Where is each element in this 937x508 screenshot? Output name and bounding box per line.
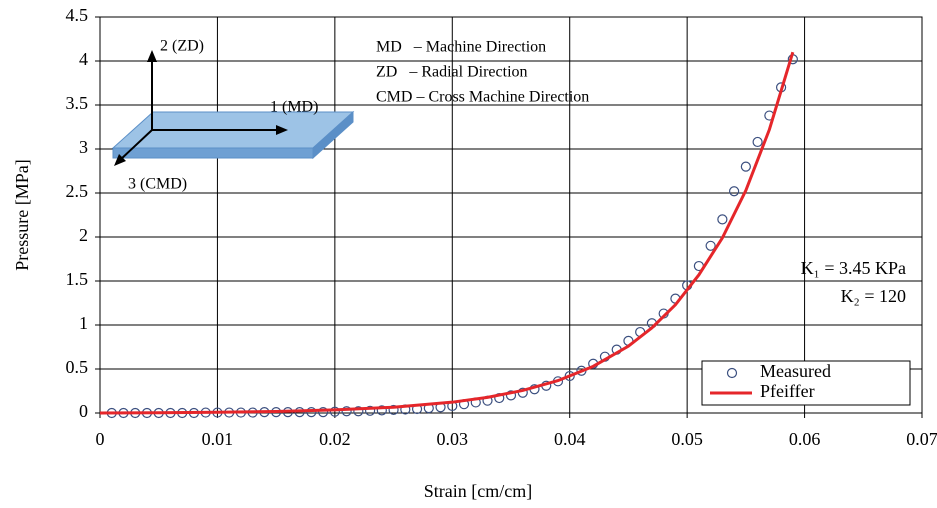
axis-diagram [111, 50, 355, 166]
annotation: MD – Machine Direction [376, 39, 546, 56]
data-point [740, 161, 751, 172]
arrow-head [276, 125, 288, 135]
x-axis-title: Strain [cm/cm] [424, 481, 532, 501]
y-tick-label: 2.5 [66, 181, 89, 201]
data-point [329, 406, 340, 417]
annotation: 2 (ZD) [160, 38, 204, 55]
data-point [341, 406, 352, 417]
y-tick-label: 4 [79, 49, 88, 69]
data-point [564, 370, 575, 382]
x-tick-label: 0.03 [437, 429, 469, 449]
legend-label: Measured [760, 361, 831, 381]
y-tick-label: 1.5 [66, 269, 89, 289]
y-tick-label: 2 [79, 225, 88, 245]
y-tick-label: 0.5 [66, 357, 89, 377]
arrow-head [147, 50, 157, 62]
data-point [705, 240, 716, 251]
data-line [99, 51, 795, 415]
legend-box [701, 360, 911, 406]
y-tick-label: 3 [79, 137, 88, 157]
y-tick-label: 0 [79, 401, 88, 421]
data-point [388, 404, 399, 416]
y-tick-label: 1 [79, 313, 88, 333]
y-tick-label: 4.5 [66, 5, 89, 25]
data-point [717, 214, 728, 225]
data-point [353, 406, 364, 417]
x-tick-label: 0.05 [671, 429, 703, 449]
annotation: 3 (CMD) [128, 176, 187, 193]
slab-side [312, 110, 354, 160]
data-point [752, 136, 763, 148]
annotation: K₁ = 3.45 KPa [801, 258, 906, 278]
annotation: 1 (MD) [270, 99, 318, 116]
plot-frame [99, 16, 923, 414]
legend-label: Pfeiffer [760, 381, 815, 401]
legend-marker [726, 367, 738, 379]
x-tick-label: 0 [96, 429, 105, 449]
data-point [364, 405, 376, 416]
x-tick-label: 0.04 [554, 429, 586, 449]
data-point [505, 390, 517, 401]
arrow-cmd [119, 129, 153, 161]
y-tick-label: 3.5 [66, 93, 89, 113]
y-axis-title: Pressure [MPa] [12, 159, 32, 270]
annotation: ZD – Radial Direction [376, 64, 528, 81]
data-point [318, 407, 329, 418]
grid [99, 16, 923, 414]
slab-front [112, 147, 314, 159]
arrow-head [114, 154, 126, 166]
data-point [376, 405, 387, 416]
data-point [729, 186, 740, 197]
x-tick-label: 0.01 [202, 429, 234, 449]
annotation: CMD – Cross Machine Direction [376, 89, 589, 106]
x-tick-label: 0.06 [789, 429, 821, 449]
x-tick-label: 0.07 [906, 429, 937, 449]
annotation: K₂ = 120 [841, 286, 906, 306]
x-tick-label: 0.02 [319, 429, 351, 449]
